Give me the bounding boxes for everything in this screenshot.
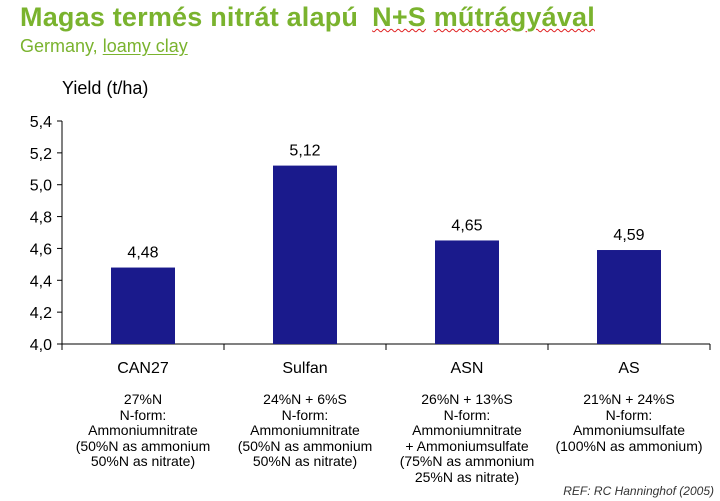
description-line: N-form: bbox=[605, 406, 653, 423]
category-label: CAN27 bbox=[117, 360, 169, 377]
bar-value-label: 4,65 bbox=[451, 217, 482, 234]
y-tick-label: 4,8 bbox=[30, 210, 52, 227]
y-tick-label: 4,6 bbox=[30, 241, 52, 258]
category-description: 21%N + 24%S N-form: Ammoniumsulfate (100%N … bbox=[547, 391, 711, 454]
title-text: Magas termés nitrát alapú bbox=[20, 2, 359, 32]
category-label: Sulfan bbox=[282, 360, 328, 377]
category-description: 27%N N-form: Ammoniumnitrate (50%N as ammon… bbox=[61, 391, 225, 470]
category-description: 26%N + 13%S N-form: Ammoniumnitrate + Ammon… bbox=[385, 391, 549, 485]
bar-asn bbox=[435, 240, 499, 344]
y-tick-label: 5,0 bbox=[30, 178, 52, 195]
subtitle: Germany, loamy clay bbox=[20, 36, 188, 57]
description-line: 27%N bbox=[123, 391, 163, 407]
subtitle-soil: loamy clay bbox=[102, 36, 188, 56]
bar-value-label: 5,12 bbox=[289, 143, 320, 160]
title-ns: N+S bbox=[372, 2, 426, 32]
description-line: 24%N + 6%S bbox=[263, 391, 347, 407]
description-line: N-form: bbox=[281, 406, 329, 423]
category-label: AS bbox=[618, 360, 640, 377]
description-line: Ammoniumsulfate bbox=[572, 422, 686, 438]
description-line: + Ammoniumsulfate bbox=[405, 437, 529, 454]
page-title: Magas termés nitrát alapú N+S műtrágyával bbox=[20, 2, 595, 33]
description-line: (100%N as ammonium) bbox=[555, 437, 703, 454]
category-description: 24%N + 6%S N-form: Ammoniumnitrate (50%N as… bbox=[223, 391, 387, 470]
bar-value-label: 4,48 bbox=[127, 245, 158, 262]
description-line: (75%N as ammonium bbox=[399, 453, 535, 469]
bar-can27 bbox=[111, 267, 175, 344]
description-line: 50%N as nitrate) bbox=[90, 453, 196, 469]
bar-value-label: 4,59 bbox=[613, 227, 644, 244]
y-tick-label: 4,2 bbox=[30, 305, 52, 322]
description-line: 26%N + 13%S bbox=[421, 391, 513, 407]
y-tick-label: 5,2 bbox=[30, 146, 52, 163]
y-axis-label: Yield (t/ha) bbox=[62, 78, 149, 98]
description-line: Ammoniumnitrate bbox=[88, 422, 198, 438]
y-tick-label: 4,4 bbox=[30, 273, 52, 290]
subtitle-country: Germany, bbox=[20, 36, 98, 56]
description-line: N-form: bbox=[119, 406, 167, 423]
description-line: N-form: bbox=[443, 406, 491, 423]
y-tick-label: 5,4 bbox=[30, 114, 52, 131]
y-tick-label: 4,0 bbox=[30, 337, 52, 354]
bar-sulfan bbox=[273, 165, 337, 344]
description-line: 25%N as nitrate) bbox=[414, 468, 520, 485]
title-fertilizer: műtrágyával bbox=[433, 2, 595, 32]
description-line: Ammoniumnitrate bbox=[412, 422, 522, 438]
description-line: Ammoniumnitrate bbox=[250, 422, 360, 438]
bar-as bbox=[597, 250, 661, 344]
category-label: ASN bbox=[450, 360, 484, 377]
description-line: (50%N as ammonium bbox=[237, 437, 373, 454]
reference-note: REF: RC Hanninghof (2005) bbox=[563, 484, 714, 498]
description-line: 21%N + 24%S bbox=[583, 391, 675, 407]
description-line: (50%N as ammonium bbox=[75, 437, 211, 454]
description-line: 50%N as nitrate) bbox=[252, 453, 358, 469]
